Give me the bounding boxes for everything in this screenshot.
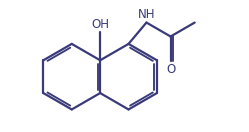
- Text: OH: OH: [92, 18, 110, 31]
- Text: O: O: [166, 63, 175, 76]
- Text: NH: NH: [138, 8, 156, 21]
